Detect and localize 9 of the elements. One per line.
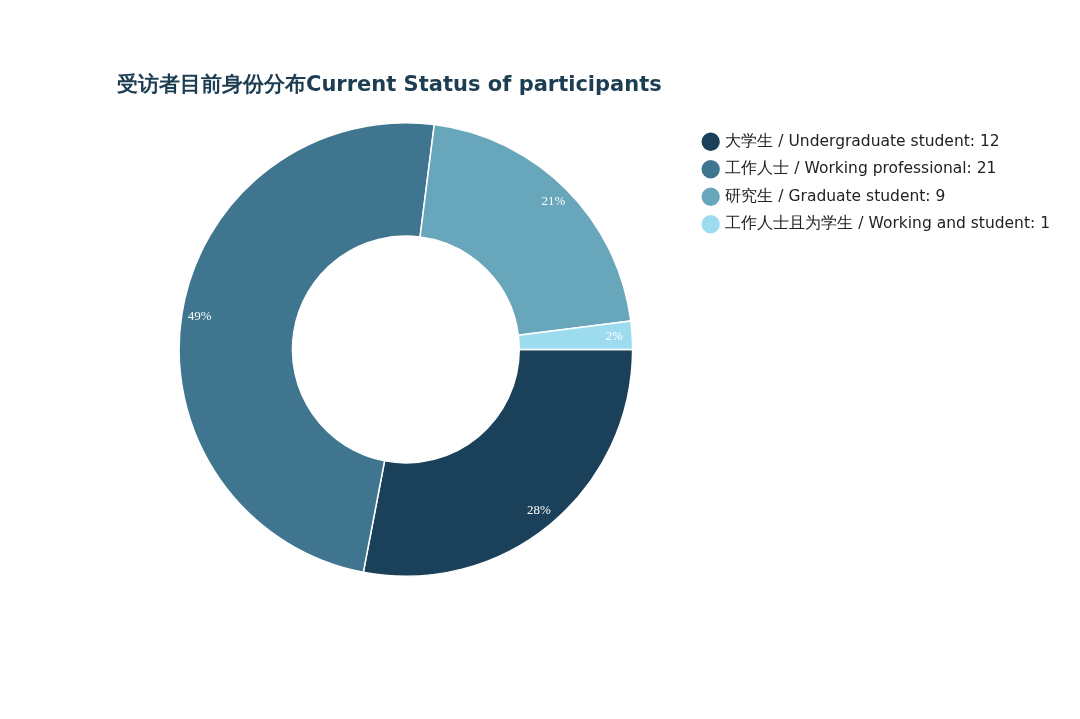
chart-title: 受访者目前身份分布Current Status of participants: [117, 71, 662, 98]
legend-label: 研究生 / Graduate student: 9: [725, 186, 946, 205]
legend-label: 工作人士 / Working professional: 21: [725, 159, 997, 178]
legend-label: 工作人士且为学生 / Working and student: 1: [725, 214, 1051, 233]
data-label: 49%: [187, 308, 212, 324]
data-label: 28%: [526, 501, 551, 517]
data-label: 21%: [541, 193, 566, 209]
data-label: 2%: [605, 327, 623, 343]
legend-label: 大学生 / Undergraduate student: 12: [725, 131, 1000, 150]
